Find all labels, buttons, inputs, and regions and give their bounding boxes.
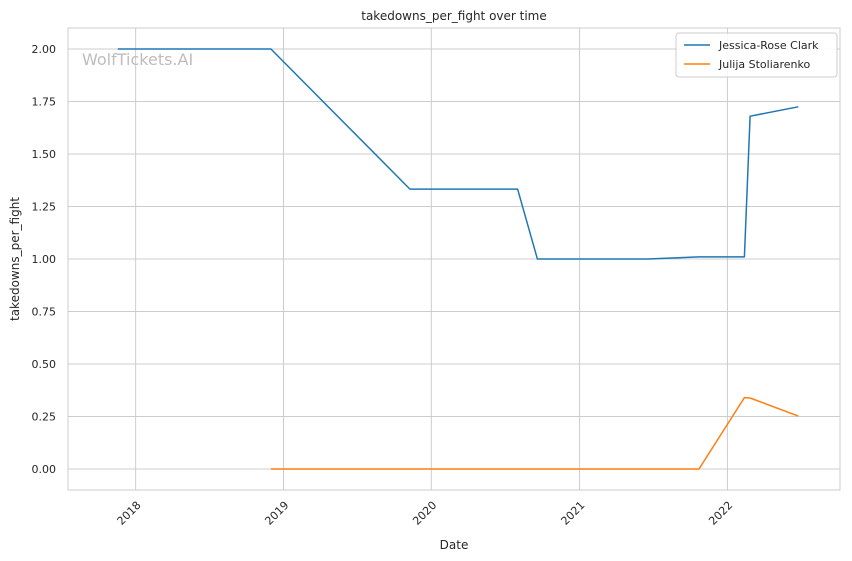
y-tick-label: 0.25 (32, 411, 57, 424)
y-axis-label: takedowns_per_fight (8, 197, 22, 321)
y-tick-label: 1.25 (32, 201, 57, 214)
watermark: WolfTickets.AI (82, 50, 193, 69)
legend-label-julija-stoliarenko: Julija Stoliarenko (718, 58, 810, 71)
y-tick-label: 0.75 (32, 306, 57, 319)
series-line-jessica-rose-clark (117, 48, 799, 260)
legend: Jessica-Rose Clark Julija Stoliarenko (675, 32, 838, 78)
y-tick-label: 0.50 (32, 358, 57, 371)
y-tick-label: 2.00 (32, 43, 57, 56)
chart-title: takedowns_per_fight over time (361, 9, 547, 23)
y-axis-ticks: 0.00 0.25 0.50 0.75 1.00 1.25 1.50 1.75 2.00 (32, 43, 57, 476)
plot-frame (67, 27, 841, 491)
series-lines (117, 48, 799, 470)
legend-label-jessica-rose-clark: Jessica-Rose Clark (718, 39, 819, 52)
y-tick-label: 0.00 (32, 463, 57, 476)
y-tick-label: 1.50 (32, 148, 57, 161)
y-tick-label: 1.00 (32, 253, 57, 266)
x-axis-label: Date (440, 538, 469, 552)
legend-box (675, 32, 838, 78)
series-line-julija-stoliarenko (270, 396, 799, 470)
y-tick-label: 1.75 (32, 96, 57, 109)
